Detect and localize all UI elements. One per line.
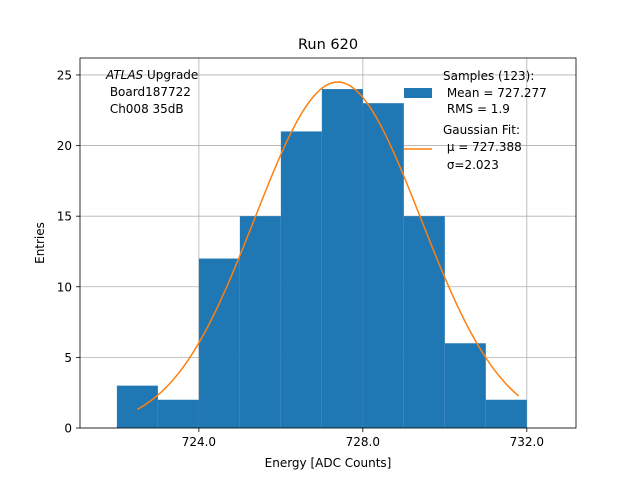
x-tick-label: 728.0 [346, 435, 380, 449]
histogram-bar [157, 399, 199, 428]
histogram-bar [362, 103, 404, 428]
y-axis-ticks: 0 5 10 15 20 25 [57, 68, 80, 436]
annotation: ATLAS Upgrade Board187722 Ch008 35dB [105, 68, 198, 116]
legend-samples-line-1: Samples (123): [443, 69, 534, 83]
x-tick-label: 724.0 [182, 435, 216, 449]
plot-frame [79, 57, 577, 429]
annotation-line-1: ATLAS Upgrade [105, 68, 198, 82]
y-tick-label: 20 [57, 139, 72, 153]
histogram-bar [198, 258, 240, 428]
y-tick-label: 25 [57, 68, 72, 82]
y-tick-label: 5 [64, 351, 72, 365]
legend-fit-line-1: Gaussian Fit: [443, 123, 520, 137]
legend: Samples (123): Mean = 727.277 RMS = 1.9 … [404, 69, 547, 172]
y-tick-label: 10 [57, 280, 72, 294]
histogram-bar [444, 343, 486, 428]
legend-samples-line-3: RMS = 1.9 [443, 102, 510, 116]
legend-fit-line-3: σ=2.023 [443, 158, 499, 172]
histogram-bar [116, 385, 158, 428]
histogram-bar [239, 216, 281, 428]
x-axis-label: Energy [ADC Counts] [265, 456, 392, 470]
annotation-line-2: Board187722 [106, 85, 191, 99]
y-axis-label: Entries [33, 222, 47, 264]
annotation-upgrade: Upgrade [143, 68, 198, 82]
histogram-bars [116, 89, 527, 429]
chart-title: Run 620 [298, 37, 358, 53]
y-tick-label: 0 [64, 422, 72, 436]
x-axis-ticks: 724.0 728.0 732.0 [182, 428, 544, 449]
x-tick-label: 732.0 [510, 435, 544, 449]
annotation-atlas: ATLAS [105, 68, 144, 82]
legend-samples-line-2: Mean = 727.277 [443, 86, 547, 100]
gaussian-fit-line [137, 81, 520, 410]
y-tick-label: 15 [57, 210, 72, 224]
histogram-bar [280, 131, 322, 428]
histogram-bar [321, 89, 363, 429]
legend-samples-patch [404, 88, 432, 98]
legend-fit-line-2: μ = 727.388 [443, 140, 522, 154]
histogram-bar [485, 399, 527, 428]
histogram-bar [403, 216, 445, 428]
annotation-line-3: Ch008 35dB [106, 102, 184, 116]
